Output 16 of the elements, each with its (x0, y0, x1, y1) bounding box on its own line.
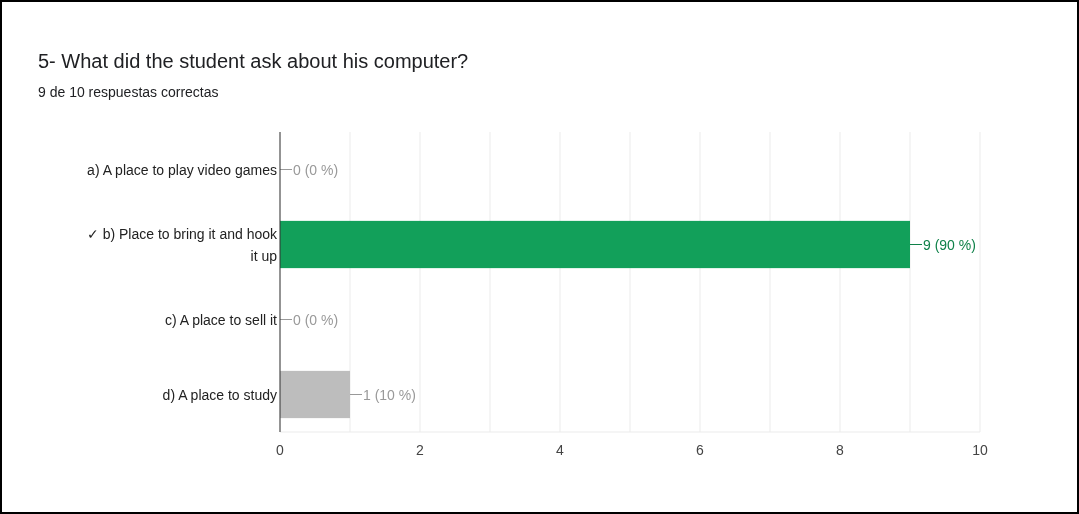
data-label: 0 (0 %) (293, 161, 339, 178)
x-tick-label: 2 (416, 442, 425, 458)
chart-title: 5- What did the student ask about his computer? (38, 50, 469, 72)
x-tick-label: 8 (836, 442, 845, 458)
data-label: 0 (0 %) (293, 311, 339, 328)
x-tick-label: 10 (972, 442, 988, 458)
text: 9 de 10 respuestas correctas (38, 84, 219, 100)
y-tick-label: a) A place to play video games (87, 161, 277, 178)
x-tick-label: 4 (556, 442, 565, 458)
y-tick-label: ✓ b) Place to bring it and hook it up (86, 225, 278, 264)
y-tick-label: d) A place to study (162, 386, 277, 403)
data-label: 1 (10 %) (363, 386, 416, 403)
x-tick-label: 0 (276, 442, 285, 458)
y-tick-label: c) A place to sell it (164, 311, 278, 328)
x-tick-label: 6 (696, 442, 705, 458)
data-label: 9 (90 %) (923, 236, 976, 253)
